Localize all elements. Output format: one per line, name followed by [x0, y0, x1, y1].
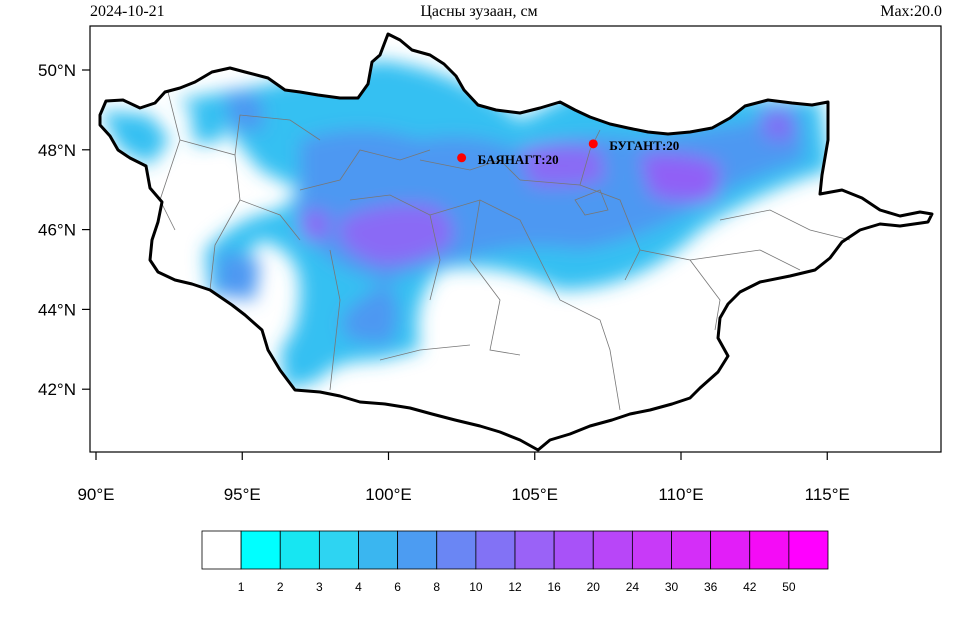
- colorbar-label: 3: [316, 580, 323, 594]
- colorbar-swatch: [240, 530, 281, 570]
- colorbar-swatch: [436, 530, 477, 570]
- map-frame: [89, 25, 942, 453]
- colorbar-swatch: [201, 530, 242, 570]
- station-dot: [588, 139, 598, 149]
- colorbar-swatch: [553, 530, 594, 570]
- colorbar-swatch: [358, 530, 399, 570]
- colorbar-swatch: [397, 530, 438, 570]
- colorbar-swatch: [514, 530, 555, 570]
- colorbar-label: 30: [665, 580, 679, 594]
- map-date: 2024-10-21: [90, 3, 165, 20]
- colorbar-swatch: [475, 530, 516, 570]
- colorbar-swatch: [279, 530, 320, 570]
- colorbar-label: 36: [704, 580, 718, 594]
- colorbar-label: 50: [782, 580, 796, 594]
- colorbar-label: 2: [277, 580, 284, 594]
- snow-depth-field: [100, 60, 830, 390]
- colorbar-swatch: [671, 530, 712, 570]
- x-tick-label: 90°E: [77, 485, 114, 504]
- station-label: БАЯНАГТ:20: [478, 152, 559, 167]
- colorbar-label: 16: [547, 580, 561, 594]
- colorbar-swatch: [710, 530, 751, 570]
- y-tick-label: 50°N: [38, 61, 76, 80]
- x-tick-label: 115°E: [805, 485, 850, 504]
- station-dot: [457, 153, 467, 163]
- y-tick-label: 44°N: [38, 300, 76, 319]
- colorbar: 1 2 3 4 6 8 10 12 16 20 24 30 36 42 50: [201, 530, 829, 594]
- colorbar-label: 1: [238, 580, 245, 594]
- colorbar-swatch: [749, 530, 790, 570]
- x-tick-label: 110°E: [658, 485, 703, 504]
- country-border: [98, 32, 934, 452]
- colorbar-swatch: [788, 530, 829, 570]
- map-title: Цасны зузаан, см: [420, 3, 538, 20]
- x-tick-label: 95°E: [224, 485, 261, 504]
- colorbar-label: 42: [743, 580, 757, 594]
- colorbar-swatch: [318, 530, 359, 570]
- colorbar-label: 4: [355, 580, 362, 594]
- y-tick-label: 46°N: [38, 221, 76, 240]
- colorbar-swatch: [592, 530, 633, 570]
- x-tick-label: 105°E: [511, 485, 558, 504]
- colorbar-label: 12: [508, 580, 522, 594]
- x-tick-label: 100°E: [365, 485, 412, 504]
- colorbar-label: 10: [469, 580, 483, 594]
- y-tick-label: 42°N: [38, 380, 76, 399]
- colorbar-label: 6: [394, 580, 401, 594]
- province-borders: [159, 91, 851, 411]
- y-tick-label: 48°N: [38, 141, 76, 160]
- station-label: БУГАНТ:20: [609, 138, 679, 153]
- y-axis-ticks: 50°N 48°N 46°N 44°N 42°N: [38, 61, 90, 399]
- x-axis-ticks: 90°E 95°E 100°E 105°E 110°E 115°E: [77, 452, 850, 504]
- colorbar-swatch: [631, 530, 672, 570]
- colorbar-label: 20: [587, 580, 601, 594]
- max-value-label: Max:20.0: [880, 3, 942, 20]
- colorbar-label: 24: [626, 580, 640, 594]
- station-markers: БАЯНАГТ:20 БУГАНТ:20: [457, 138, 679, 167]
- colorbar-label: 8: [433, 580, 440, 594]
